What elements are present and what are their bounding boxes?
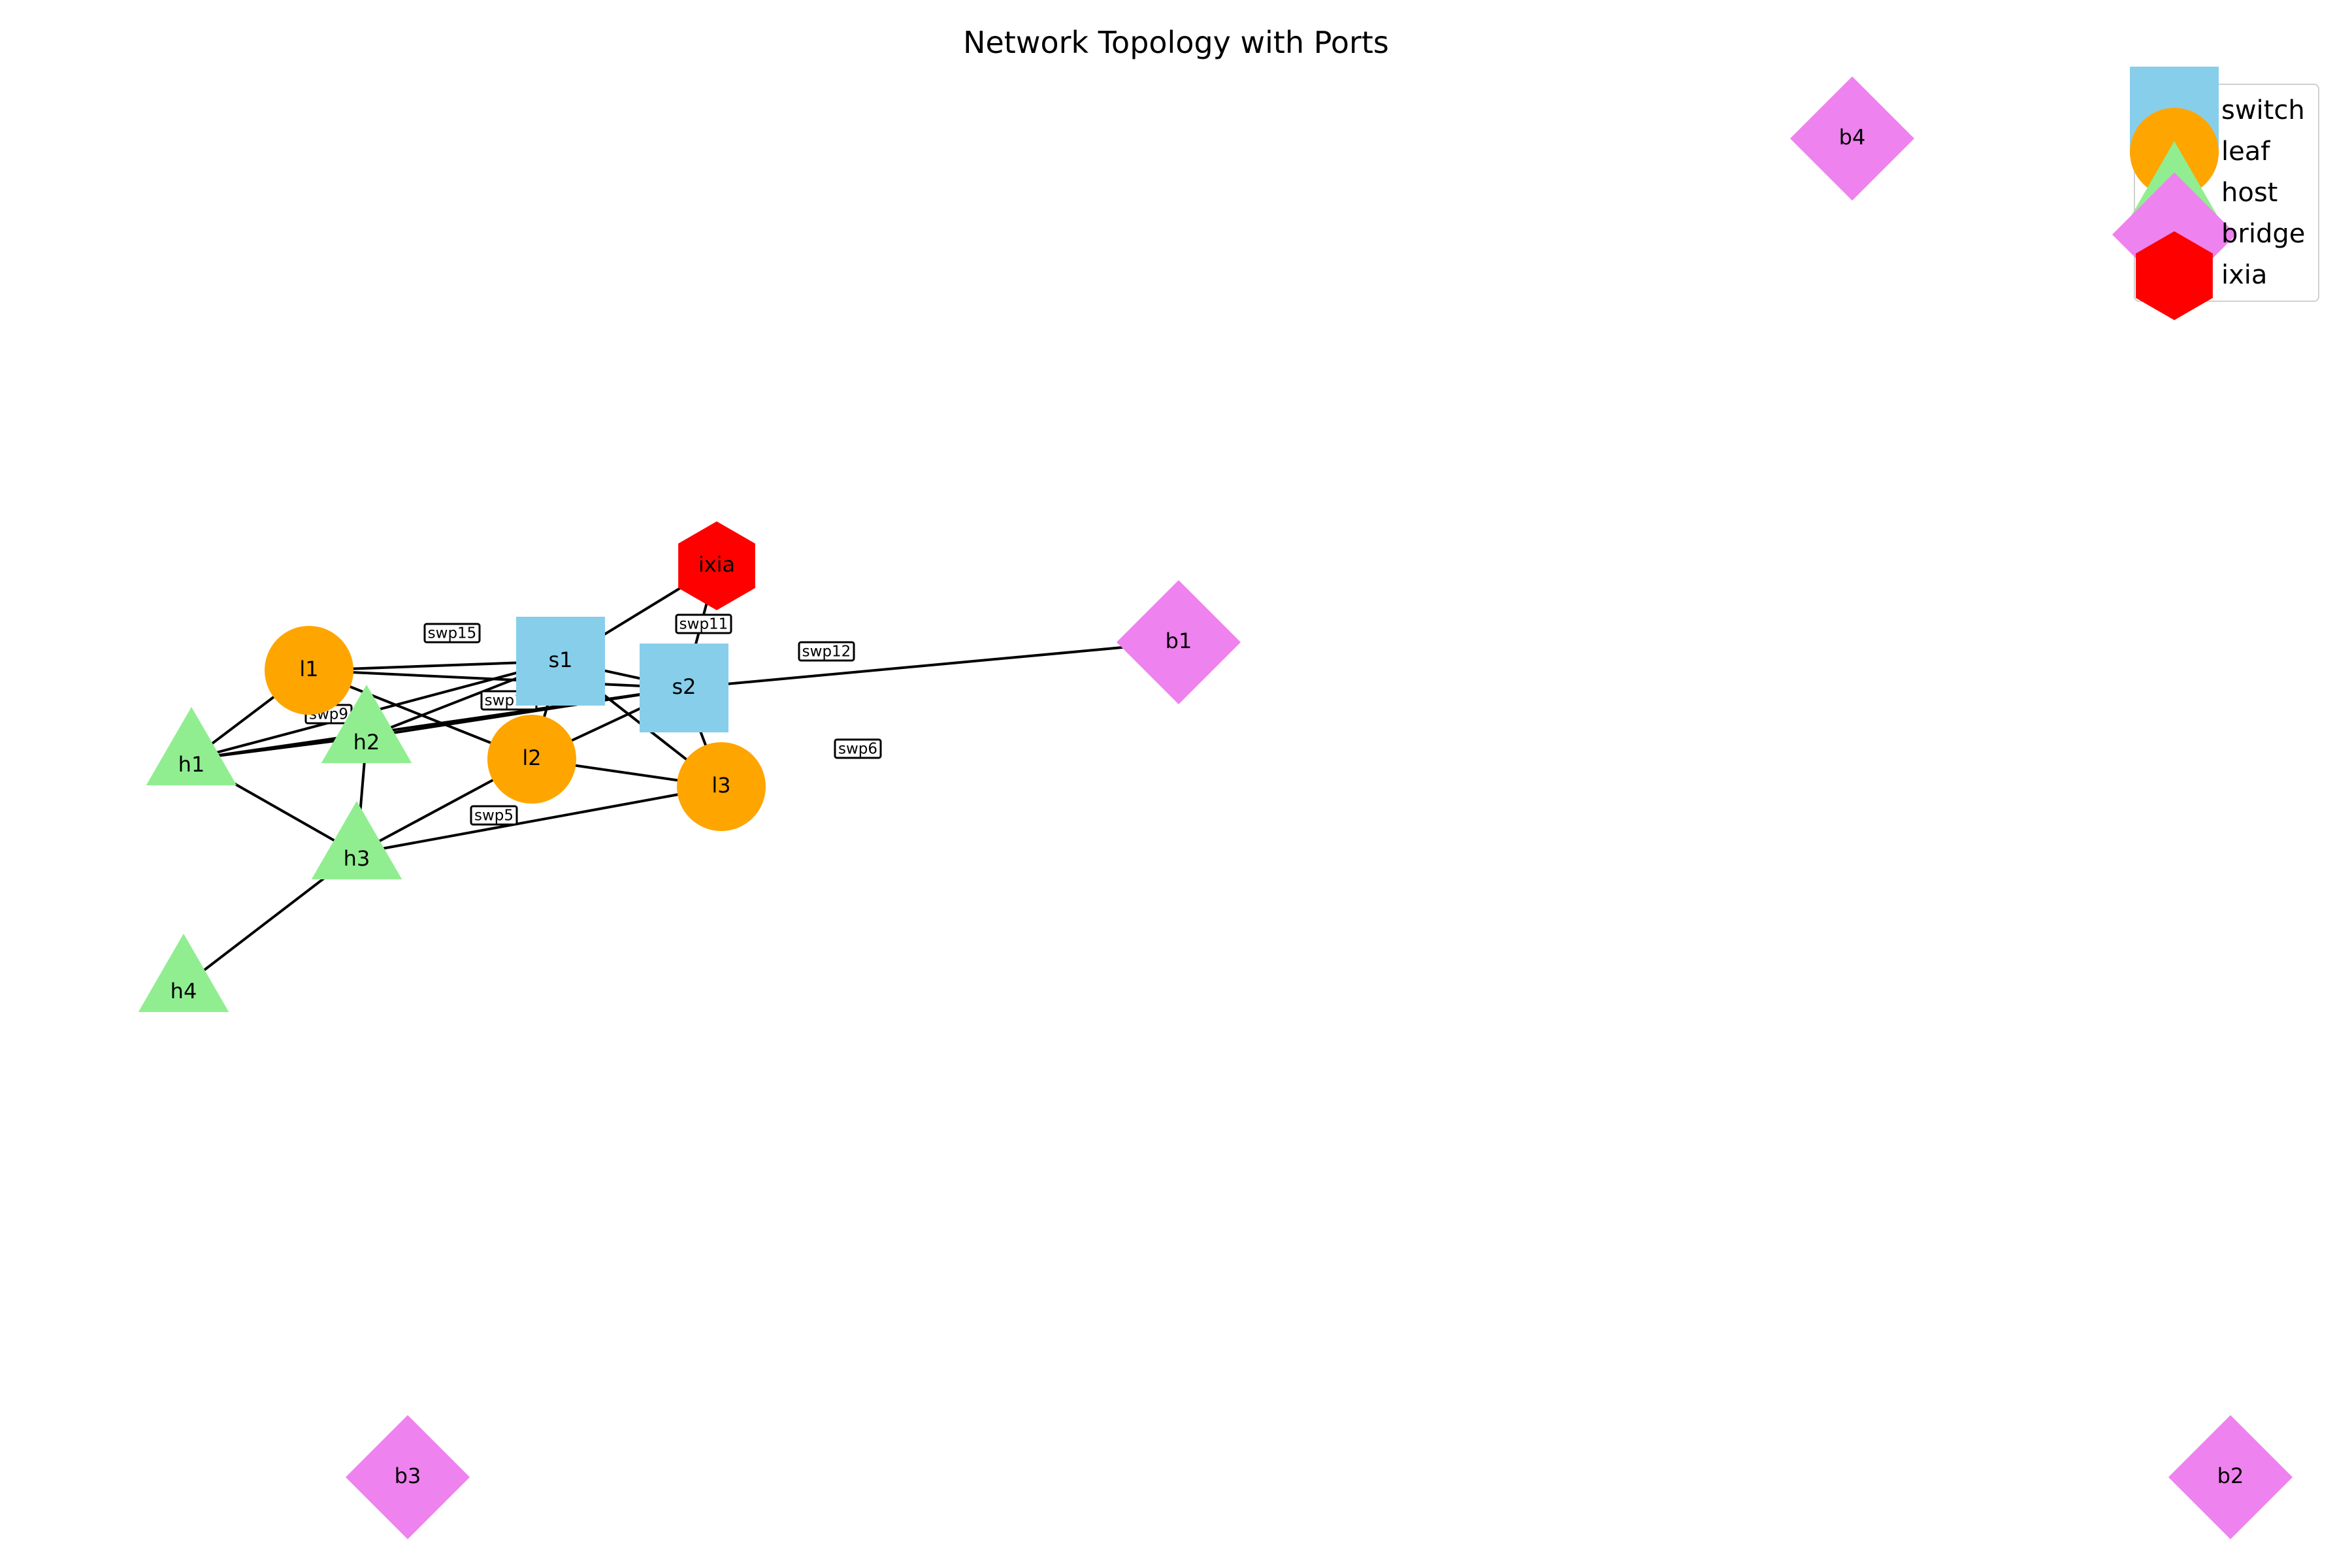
ixia-legend-icon [2136,231,2213,320]
node-label: h3 [344,846,370,871]
edge-s2-b1 [683,641,1179,689]
port-label-box [834,738,882,759]
legend-label-ixia: ixia [2221,260,2268,290]
edge-l3-h3 [356,785,722,855]
node-l2: l2 [487,715,576,804]
node-label: l2 [522,745,541,770]
node-h3: h3 [311,801,402,879]
port-label-swp12: swp12 [798,641,855,662]
node-b3: b3 [346,1415,470,1539]
ixia-shape [678,521,755,610]
port-label-text: swp6 [838,741,877,758]
node-s1: s1 [516,617,605,706]
node-label: s1 [548,647,572,672]
node-label: b4 [1839,125,1866,150]
legend-label-switch: switch [2221,95,2305,125]
port-label-text: swp11 [679,616,728,633]
node-l3: l3 [677,742,766,831]
node-ixia: ixia [678,521,755,610]
port-label-text: swp12 [802,644,851,661]
node-label: s2 [672,674,696,699]
node-s2: s2 [640,644,728,732]
legend: switch leaf host bridge ixia [2112,67,2319,320]
port-label-swp15: swp15 [423,623,481,644]
node-label: l3 [711,773,730,798]
legend-label-leaf: leaf [2221,137,2270,167]
switch-shape [516,617,605,706]
node-label: l1 [299,657,318,681]
leaf-shape [677,742,766,831]
host-shape [321,685,412,763]
port-label-swp6: swp6 [834,738,882,759]
node-label: h1 [178,752,205,777]
node-h4: h4 [138,934,229,1012]
port-label-text: swp5 [474,808,514,825]
node-l1: l1 [265,626,353,715]
node-b1: b1 [1117,580,1241,704]
node-label: b2 [2217,1463,2244,1488]
port-label-text: swp15 [428,625,477,642]
diagram-title: Network Topology with Ports [963,25,1389,60]
port-label-box [423,623,481,644]
edge-s2-l1 [308,669,685,689]
legend-label-host: host [2221,178,2278,208]
legend-label-bridge: bridge [2221,219,2306,249]
bridge-shape [2168,1415,2293,1539]
port-label-swp5: swp5 [470,805,518,826]
port-label-box [675,613,732,634]
node-label: b1 [1166,629,1192,653]
bridge-shape [1117,580,1241,704]
host-shape [311,801,402,879]
leaf-shape [265,626,353,715]
port-label-box [798,641,855,662]
host-shape [146,707,237,785]
node-label: h4 [171,979,197,1004]
edge-s2-h2 [366,687,685,738]
node-h1: h1 [146,707,237,785]
bridge-shape [346,1415,470,1539]
node-b2: b2 [2168,1415,2293,1539]
node-label: h2 [353,730,380,755]
switch-shape [640,644,728,732]
node-b4: b4 [1790,76,1914,201]
port-label-swp11: swp11 [675,613,732,634]
host-shape [138,934,229,1012]
node-label: b3 [395,1463,421,1488]
node-label: ixia [698,552,735,577]
port-label-box [470,805,518,826]
leaf-shape [487,715,576,804]
legend-marker-ixia [2136,231,2213,320]
node-h2: h2 [321,685,412,763]
bridge-shape [1790,76,1914,201]
